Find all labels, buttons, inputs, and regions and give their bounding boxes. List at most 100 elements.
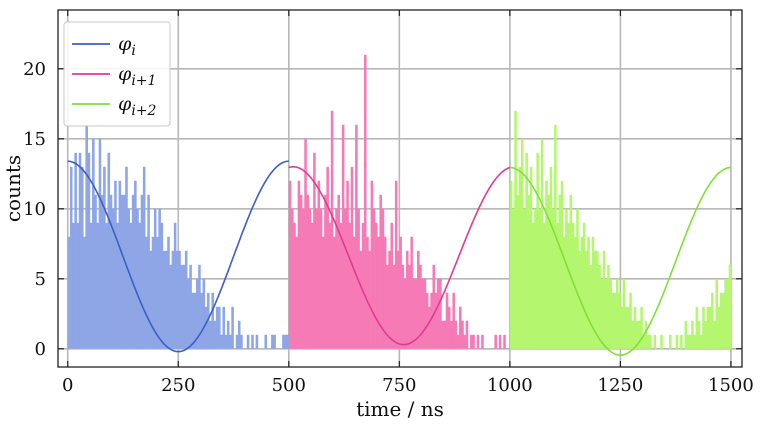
histogram-bar [377,236,380,349]
histogram-bar [609,278,612,349]
histogram-bar [359,250,363,349]
histogram-bar [425,292,429,349]
histogram-bar [89,222,93,349]
histogram-bar [111,208,115,349]
histogram-bar [686,334,690,349]
histogram-bar [629,292,632,349]
histogram-bar [381,208,385,349]
histogram-bar [368,250,371,349]
histogram-bar [306,194,310,349]
x-tick-label: 1500 [708,375,754,396]
histogram-bar [151,236,155,349]
histogram-bar [319,208,323,349]
histogram-bar [321,236,325,349]
histogram-bar [96,222,100,349]
histogram-bar [693,334,696,349]
histogram-bar [299,194,303,349]
histogram-bar [589,264,593,349]
y-axis-label: counts [1,155,25,222]
histogram-bar [724,278,727,349]
histogram-bar [67,236,71,349]
histogram-bar [333,236,336,349]
histogram-bar [465,320,469,349]
histogram-bar [600,278,604,349]
histogram-bar [397,250,400,349]
histogram-bar [204,306,208,349]
histogram-bar [74,152,77,349]
histogram-bar [441,320,444,349]
histogram-bar [624,306,628,349]
histogram-bar [142,166,146,349]
histogram-bar [567,222,570,349]
histogram-bar [310,222,314,349]
x-tick-label: 750 [382,375,416,396]
histogram-bar [198,264,201,349]
histogram-bar [178,250,181,349]
histogram-bar [576,208,579,349]
histogram-bar [547,194,551,349]
histogram-bar [711,292,714,349]
legend-label-main: φ [118,63,132,85]
histogram-bar [392,264,396,349]
histogram-bar [726,278,730,349]
histogram-bar [461,320,464,349]
histogram-bar [640,306,643,349]
histogram-bar [428,306,431,349]
legend-label: φi [118,33,136,59]
histogram-bar [224,334,228,349]
histogram-bar [379,194,383,349]
histogram-bar [195,278,199,349]
histogram-bar [540,138,544,349]
histogram-bar [618,292,621,349]
histogram-bar [145,236,148,349]
histogram-bar [87,152,91,349]
histogram-bar [653,334,657,349]
histogram-bar [525,152,528,349]
histogram-bar [304,138,307,349]
histogram-bar [593,250,597,349]
series-2-bars [288,54,506,349]
histogram-bar [675,334,679,349]
histogram-bar [587,236,590,349]
histogram-bar [421,278,425,349]
histogram-bar [189,264,192,349]
histogram-bar [357,208,360,349]
histogram-bar [459,306,462,349]
series-1-fit-line [67,160,289,353]
histogram-bar [463,334,467,349]
histogram-bar [156,236,159,349]
histogram-bar [251,334,254,349]
histogram-bar [180,264,184,349]
histogram-bar [728,264,732,349]
legend-label: φi+1 [118,63,156,89]
histogram-bar [78,152,82,349]
histogram-bar [324,194,327,349]
histogram-bar [545,180,548,349]
histogram-bar [585,250,588,349]
histogram-bar [193,292,197,349]
histogram-bar [394,180,398,349]
histogram-bar [635,320,639,349]
histogram-bar [131,194,135,349]
histogram-bar [419,264,422,349]
histogram-bar [226,320,230,349]
legend-label-subscript: i [131,43,135,59]
histogram-bar [85,124,88,349]
histogram-bar [551,208,555,349]
histogram-bar [611,292,615,349]
histogram-bar [107,152,111,349]
histogram-bar [719,292,723,349]
histogram-bar [207,292,210,349]
histogram-bar [200,292,203,349]
histogram-bar [122,194,126,349]
histogram-bar [569,194,573,349]
histogram-bar [147,194,150,349]
histogram-bar [218,306,221,349]
histogram-bar [291,208,294,349]
histogram-bar [604,278,608,349]
histogram-bar [297,180,301,349]
histogram-bar [527,194,531,349]
histogram-bar [717,306,721,349]
histogram-bar [350,166,354,349]
